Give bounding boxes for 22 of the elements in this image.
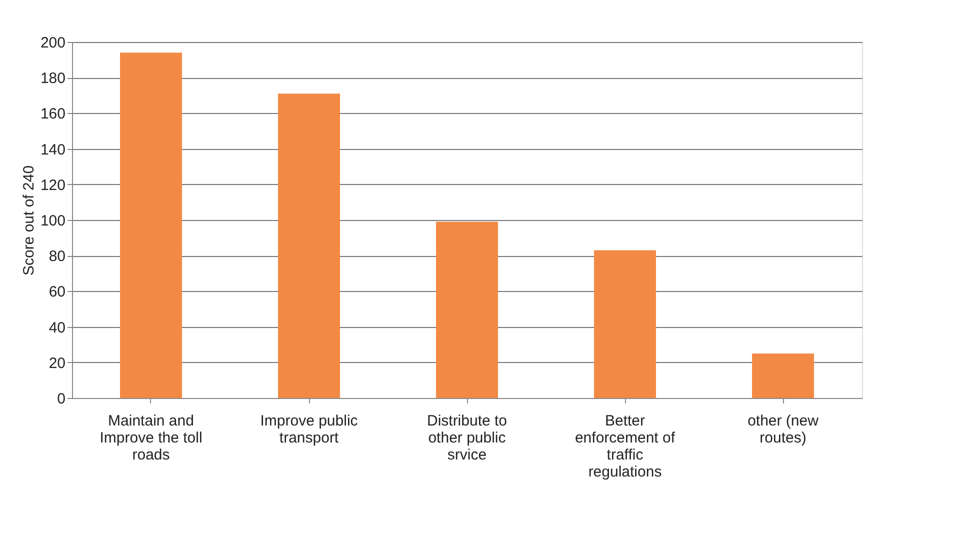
y-tick-label: 120 bbox=[40, 176, 66, 194]
y-tick-label: 100 bbox=[40, 212, 66, 230]
y-tick-label: 20 bbox=[48, 354, 66, 372]
x-tick-label: other (new routes) bbox=[748, 412, 819, 446]
x-tick-label: Maintain and Improve the toll roads bbox=[100, 412, 202, 464]
bar bbox=[594, 250, 656, 398]
y-tick-label: 140 bbox=[40, 141, 66, 158]
x-tick-label: Distribute to other public srvice bbox=[426, 412, 508, 464]
y-axis-title: Score out of 240 bbox=[20, 165, 38, 276]
x-tick-label: Better enforcement of traffic regulations bbox=[574, 412, 676, 480]
y-tick-label: 0 bbox=[57, 390, 66, 408]
bar bbox=[436, 222, 498, 398]
bar bbox=[278, 94, 340, 398]
bar bbox=[752, 354, 814, 398]
y-tick-label: 40 bbox=[48, 319, 66, 336]
bar bbox=[120, 52, 182, 398]
y-tick-label: 80 bbox=[48, 248, 66, 266]
y-tick-label: 60 bbox=[48, 284, 66, 301]
y-tick-label: 200 bbox=[40, 34, 66, 52]
x-tick-label: Improve public transport bbox=[260, 412, 358, 446]
y-tick-label: 180 bbox=[40, 70, 66, 88]
y-tick-label: 160 bbox=[40, 106, 66, 123]
